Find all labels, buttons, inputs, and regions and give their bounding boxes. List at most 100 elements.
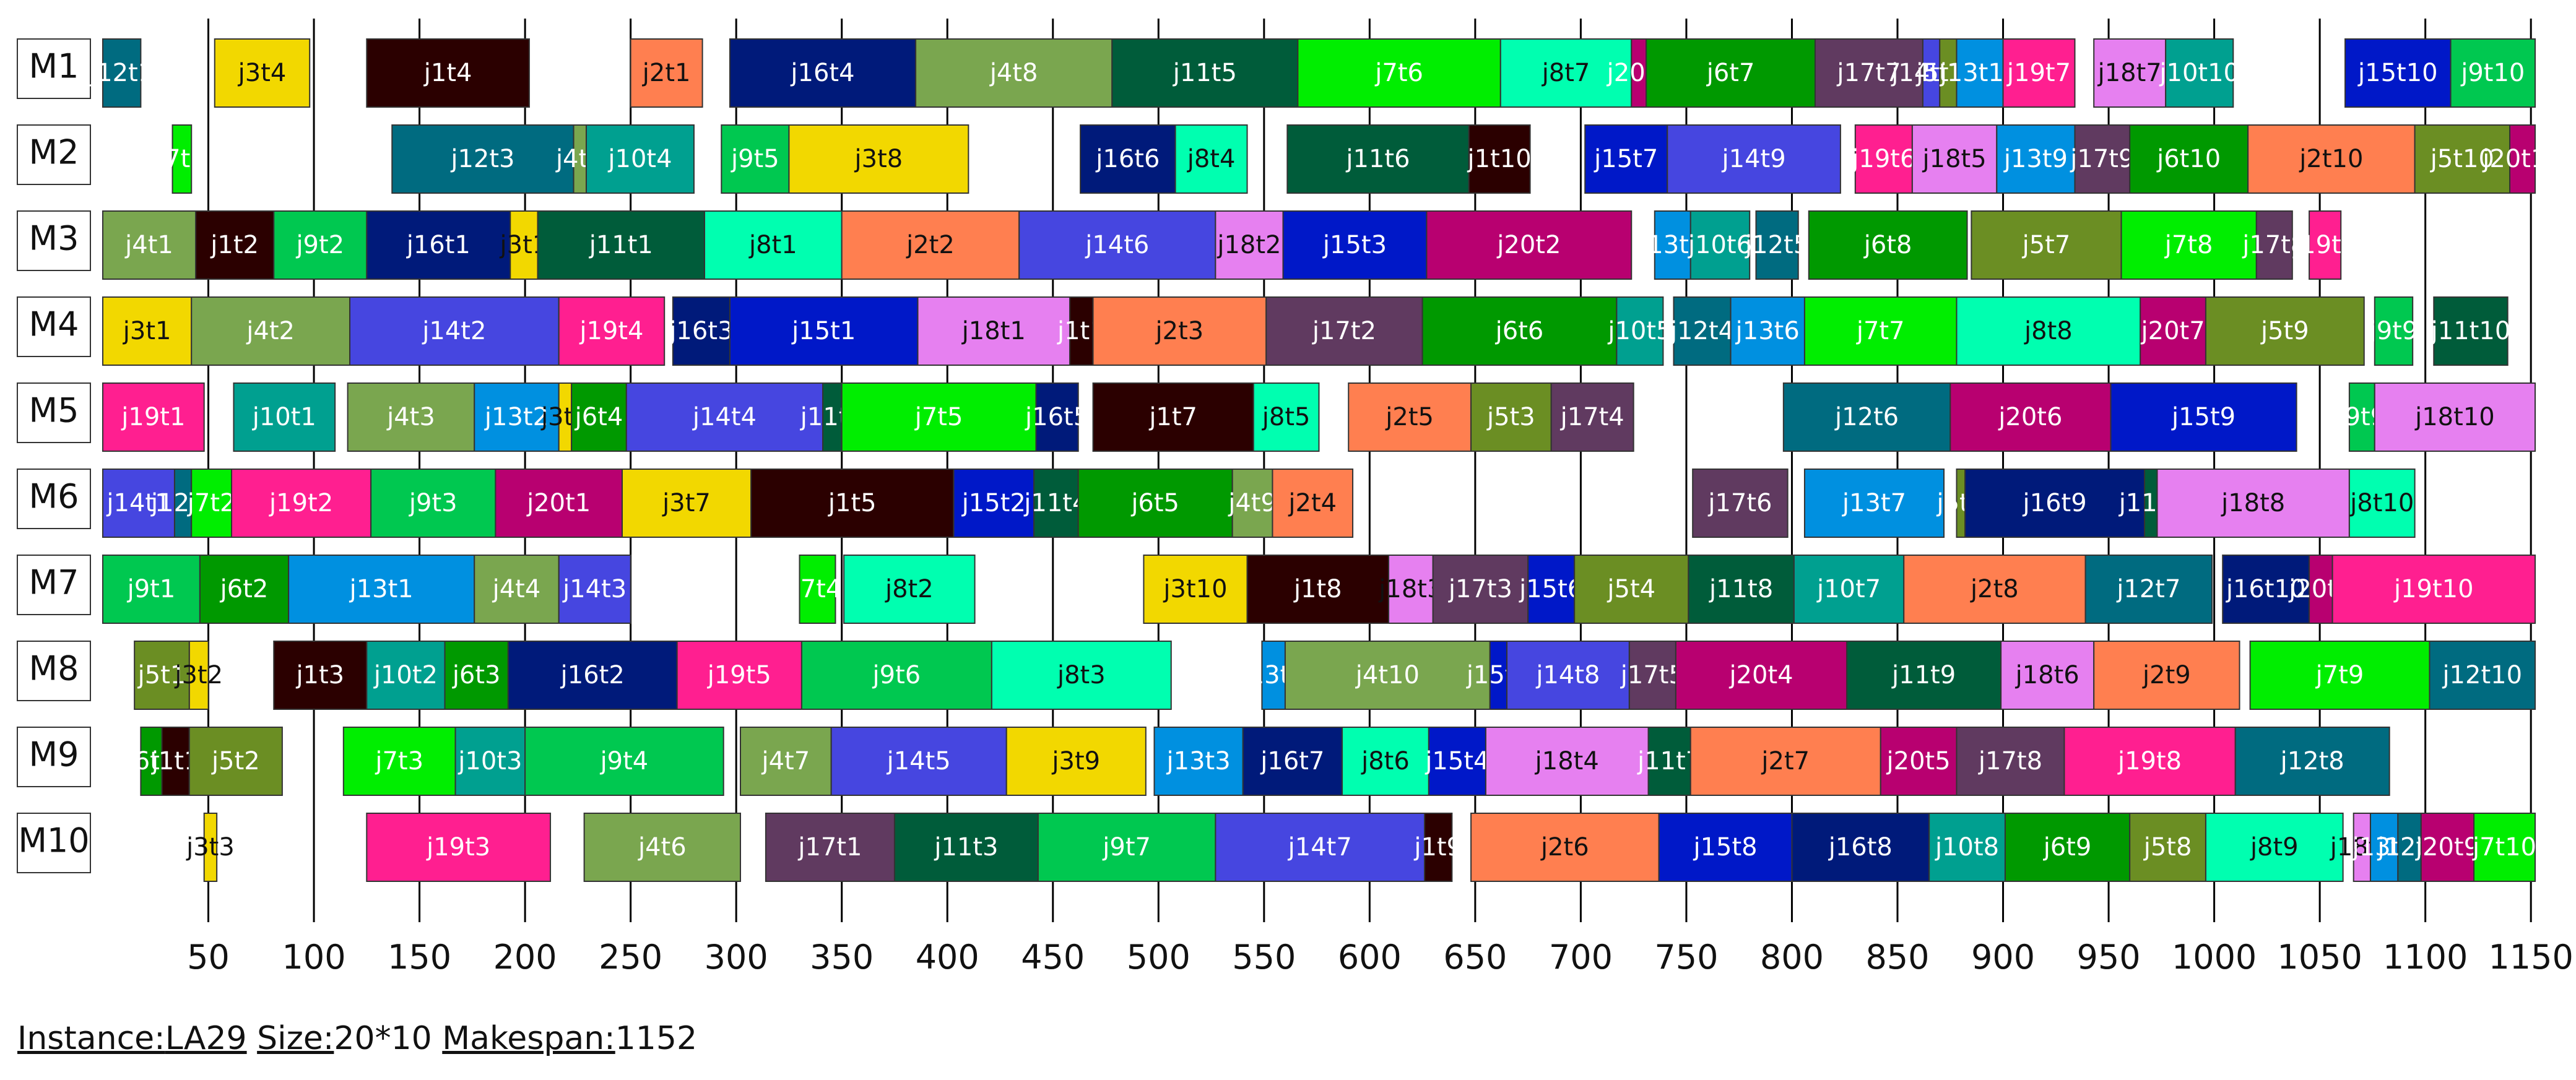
op-bar bbox=[1282, 210, 1428, 280]
op-m2-j5t10: j5t10 bbox=[2414, 124, 2511, 194]
op-label: j9t2 bbox=[295, 231, 344, 259]
op-label: j19t3 bbox=[426, 833, 490, 862]
op-m3-j2t2: j2t2 bbox=[841, 210, 1020, 280]
op-label: j12t5 bbox=[1745, 231, 1809, 259]
op-m3-j4t1: j4t1 bbox=[102, 210, 197, 280]
op-m10-j11t3: j11t3 bbox=[893, 813, 1039, 882]
op-label: j15t1 bbox=[791, 317, 856, 345]
op-label: j11t9 bbox=[1891, 661, 1956, 689]
op-m4-j17t2: j17t2 bbox=[1265, 296, 1423, 366]
x-tick-label: 1150 bbox=[2488, 938, 2573, 977]
machine-labels: M1 M2 M3 M4 M5 M6 M7 M8 M9 M10 bbox=[17, 38, 91, 873]
op-m7-j12t7: j12t7 bbox=[2084, 555, 2213, 624]
op-m3-j19t9: j19t9 bbox=[2292, 210, 2357, 280]
op-m10-j20t9: j20t9 bbox=[2415, 813, 2479, 882]
op-label: j13t9 bbox=[2003, 145, 2068, 173]
x-tick-label: 250 bbox=[599, 938, 662, 977]
op-label: j19t5 bbox=[707, 661, 771, 689]
op-m4-j2t3: j2t3 bbox=[1092, 296, 1267, 366]
op-m7-j6t2: j6t2 bbox=[199, 555, 290, 624]
op-label: j10t10 bbox=[2159, 59, 2239, 87]
op-bar bbox=[1658, 813, 1793, 882]
machine-label-m10: M10 bbox=[17, 813, 91, 873]
op-m8-j19t5: j19t5 bbox=[676, 641, 802, 710]
op-label: j12t4 bbox=[1670, 317, 1734, 345]
op-m7-j3t10: j3t10 bbox=[1143, 555, 1248, 624]
op-bar bbox=[495, 469, 623, 538]
op-label: j10t3 bbox=[458, 747, 522, 775]
op-bar bbox=[102, 296, 193, 366]
op-label: j5t2 bbox=[211, 747, 260, 775]
op-bar bbox=[366, 38, 530, 108]
op-m9-j9t4: j9t4 bbox=[524, 727, 724, 796]
op-label: j8t8 bbox=[2024, 317, 2073, 345]
op-label: j18t2 bbox=[1216, 231, 1281, 259]
x-axis-ticks: 50 100 150 200 250 300 350 400 450 500 550 600 650 70… bbox=[187, 938, 2574, 977]
op-m8-j11t9: j11t9 bbox=[1846, 641, 2002, 710]
op-label: j12t8 bbox=[2280, 747, 2344, 775]
op-bar bbox=[558, 555, 631, 624]
op-label: j16t8 bbox=[1828, 833, 1893, 862]
op-m5-j4t3: j4t3 bbox=[347, 382, 475, 452]
op-m3-j10t6: j10t6 bbox=[1688, 210, 1752, 280]
op-bar bbox=[349, 296, 560, 366]
op-label: j8t2 bbox=[885, 575, 934, 603]
op-label: j12t1 bbox=[89, 59, 154, 87]
op-m9-j16t7: j16t7 bbox=[1242, 727, 1343, 796]
op-bar bbox=[1215, 210, 1284, 280]
op-label: j6t10 bbox=[2156, 145, 2221, 173]
op-m6-j4t9: j4t9 bbox=[1228, 469, 1277, 538]
op-m7-j18t3: j18t3 bbox=[1378, 555, 1442, 624]
op-bar bbox=[2120, 210, 2257, 280]
op-label: j8t9 bbox=[2250, 833, 2299, 862]
x-tick-label: 1100 bbox=[2383, 938, 2468, 977]
op-label: j7t1 bbox=[157, 145, 206, 173]
op-label: j2t7 bbox=[1761, 747, 1810, 775]
op-label: j6t3 bbox=[452, 661, 501, 689]
op-bar bbox=[2309, 210, 2342, 280]
op-bar bbox=[841, 210, 1020, 280]
op-label: j5t1 bbox=[137, 661, 186, 689]
op-m2-j8t4: j8t4 bbox=[1174, 124, 1248, 194]
op-m4-j16t3: j16t3 bbox=[669, 296, 733, 366]
op-m9-j13t3: j13t3 bbox=[1153, 727, 1244, 796]
op-m2-j19t6: j19t6 bbox=[1851, 124, 1915, 194]
op-label: j18t6 bbox=[2015, 661, 2079, 689]
op-label: j13t2 bbox=[484, 403, 549, 431]
op-label: j9t1 bbox=[127, 575, 176, 603]
op-bar bbox=[1092, 296, 1267, 366]
op-label: j17t8 bbox=[2242, 231, 2306, 259]
op-bar bbox=[188, 727, 283, 796]
op-m3-j7t8: j7t8 bbox=[2120, 210, 2257, 280]
op-m2-j16t6: j16t6 bbox=[1080, 124, 1176, 194]
op-label: j7t9 bbox=[2315, 661, 2364, 689]
op-bar bbox=[1111, 38, 1299, 108]
op-bar bbox=[2222, 555, 2310, 624]
op-bar bbox=[1018, 210, 1216, 280]
svg-text:M1: M1 bbox=[29, 47, 79, 86]
op-m9-j18t4: j18t4 bbox=[1485, 727, 1649, 796]
op-bar bbox=[991, 641, 1172, 710]
op-label: j11t8 bbox=[1709, 575, 1773, 603]
x-tick-label: 50 bbox=[187, 938, 230, 977]
op-bar bbox=[134, 641, 190, 710]
op-bar bbox=[1673, 296, 1732, 366]
op-m2-j15t7: j15t7 bbox=[1584, 124, 1668, 194]
op-bar bbox=[799, 555, 836, 624]
op-bar bbox=[2309, 555, 2333, 624]
op-label: j6t4 bbox=[575, 403, 623, 431]
op-bar bbox=[841, 382, 1037, 452]
op-label: j19t10 bbox=[2393, 575, 2474, 603]
op-bar bbox=[1911, 124, 1998, 194]
op-label: j14t8 bbox=[1535, 661, 1600, 689]
op-m1-j10t10: j10t10 bbox=[2159, 38, 2239, 108]
op-bar bbox=[524, 727, 724, 796]
op-m3-j1t2: j1t2 bbox=[195, 210, 275, 280]
op-m2-j7t1: j7t1 bbox=[157, 124, 206, 194]
operation-bars: j12t1 j3t4 j1t4 j2t1 j16t4 j4t8 j11t5 j7t6 j8t7 j… bbox=[89, 38, 2562, 882]
op-bar bbox=[1470, 382, 1552, 452]
op-label: j8t4 bbox=[1187, 145, 1236, 173]
op-label: j17t5 bbox=[1620, 661, 1685, 689]
op-label: j16t2 bbox=[560, 661, 625, 689]
op-bar bbox=[2234, 727, 2390, 796]
